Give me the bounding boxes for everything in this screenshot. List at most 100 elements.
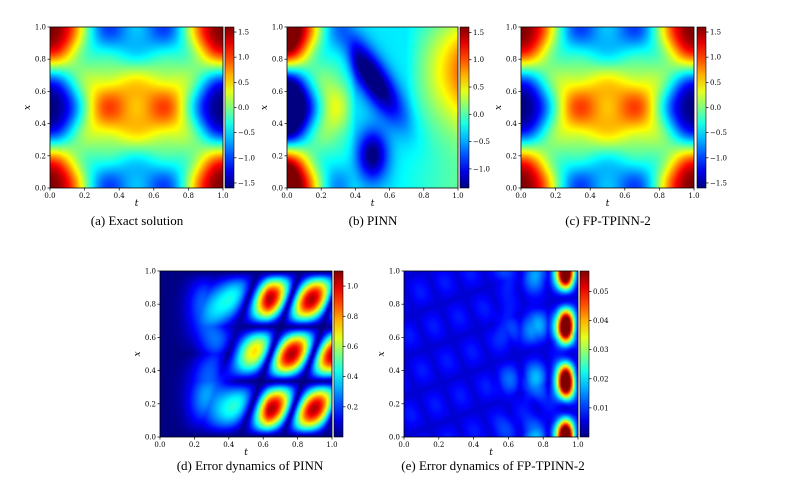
colorbar-tick-label: 0.03 (593, 346, 609, 354)
colorbar-tick-label: 0.5 (473, 84, 484, 92)
panel-4: 0.0 0.2 0.4 0.6 0.8 1.0 0.0 0.2 0.4 0.6 0.8 1.0 t x 1.… (133, 268, 359, 474)
y-axis-label: x (260, 105, 270, 110)
colorbar-tick-label: −1.5 (710, 179, 727, 187)
panel-caption: (d) Error dynamics of PINN (177, 458, 324, 473)
x-tick-label: 0.4 (468, 441, 480, 449)
colorbar-tick-label: 1.5 (473, 29, 484, 37)
heatmap-image (521, 27, 694, 188)
y-tick-label: 0.0 (389, 434, 400, 442)
y-tick-label: 0.2 (506, 152, 517, 160)
colorbar-tick-label: 0.0 (238, 104, 249, 112)
x-tick-label: 0.0 (44, 192, 55, 200)
x-tick-label: 1.0 (326, 441, 337, 449)
x-axis-label: t (371, 199, 375, 209)
y-tick-label: 0.8 (506, 56, 517, 64)
plot-frame (286, 26, 459, 189)
x-tick-label: 0.8 (538, 441, 549, 449)
y-tick-label: 0.4 (35, 120, 47, 128)
colorbar-tick-label: −0.5 (238, 129, 255, 137)
x-tick-label: 0.6 (384, 192, 396, 200)
y-tick-label: 0.8 (35, 56, 46, 64)
y-tick-label: 1.0 (389, 268, 400, 276)
y-axis-label: x (377, 351, 387, 356)
colorbar-tick-label: 1.0 (710, 54, 721, 62)
colorbar-tick-label: −1.0 (710, 154, 727, 162)
heatmap-image (287, 27, 458, 188)
colorbar (459, 26, 470, 189)
colorbar-tick-label: 1.0 (238, 54, 249, 62)
x-tick-label: 0.2 (433, 441, 444, 449)
y-tick-label: 0.2 (272, 152, 283, 160)
y-tick-label: 0.2 (35, 152, 46, 160)
y-tick-label: 1.0 (35, 24, 46, 32)
y-tick-label: 0.8 (145, 301, 156, 309)
y-tick-label: 0.0 (506, 185, 517, 193)
x-tick-label: 0.2 (316, 192, 327, 200)
x-tick-label: 0.0 (398, 441, 409, 449)
colorbar-tick-label: −1.0 (473, 165, 490, 173)
y-tick-label: 0.0 (145, 434, 156, 442)
colorbar-tick-label: 0.04 (593, 317, 609, 325)
colorbar-tick-label: 0.05 (593, 288, 609, 296)
y-axis-label: x (23, 105, 33, 110)
colorbar-tick-label: 0.01 (593, 404, 609, 412)
colorbar-tick-label: 0.2 (347, 403, 358, 411)
x-tick-label: 1.0 (452, 192, 463, 200)
panel-caption: (b) PINN (349, 213, 398, 228)
y-tick-label: 1.0 (506, 24, 517, 32)
colorbar-tick-label: −1.5 (238, 179, 255, 187)
y-tick-label: 0.2 (389, 400, 400, 408)
x-tick-label: 0.0 (515, 192, 526, 200)
colorbar-tick-label: 1.5 (710, 29, 721, 37)
x-tick-label: 0.6 (619, 192, 631, 200)
y-tick-label: 0.6 (506, 88, 518, 96)
plot-frame (520, 26, 695, 189)
panel-caption: (c) FP-TPINN-2 (565, 213, 651, 228)
colorbar (333, 270, 344, 438)
x-tick-label: 0.2 (79, 192, 90, 200)
colorbar (579, 270, 590, 438)
panel-5: 0.0 0.2 0.4 0.6 0.8 1.0 0.0 0.2 0.4 0.6 0.8 1.0 t x 0.… (377, 268, 609, 474)
heatmap-image (50, 27, 223, 188)
y-tick-label: 0.8 (272, 56, 283, 64)
x-tick-label: 0.8 (292, 441, 303, 449)
colorbar-tick-label: 0.6 (347, 343, 359, 351)
plot-frame (49, 26, 224, 189)
y-tick-label: 0.6 (145, 334, 157, 342)
x-tick-label: 0.2 (189, 441, 200, 449)
x-axis-label: t (489, 448, 493, 458)
y-tick-label: 0.4 (389, 367, 401, 375)
plot-frame (159, 270, 333, 438)
x-tick-label: 1.0 (688, 192, 699, 200)
x-tick-label: 1.0 (572, 441, 583, 449)
y-tick-label: 0.6 (389, 334, 401, 342)
y-tick-label: 0.4 (506, 120, 518, 128)
x-axis-label: t (135, 199, 139, 209)
x-tick-label: 1.0 (217, 192, 228, 200)
y-tick-label: 0.4 (272, 120, 284, 128)
heatmap-image (160, 271, 332, 437)
x-tick-label: 0.4 (350, 192, 362, 200)
x-tick-label: 0.2 (550, 192, 561, 200)
colorbar-tick-label: 1.0 (473, 56, 484, 64)
x-axis-label: t (244, 448, 248, 458)
colorbar-tick-label: −1.0 (238, 154, 255, 162)
x-tick-label: 0.8 (183, 192, 194, 200)
colorbar-tick-label: −0.5 (710, 129, 727, 137)
colorbar-tick-label: 0.8 (347, 313, 358, 321)
x-tick-label: 0.4 (223, 441, 235, 449)
panel-caption: (a) Exact solution (91, 213, 184, 228)
y-axis-label: x (494, 105, 504, 110)
y-tick-label: 0.2 (145, 400, 156, 408)
x-tick-label: 0.0 (154, 441, 165, 449)
y-axis-label: x (133, 351, 143, 356)
x-tick-label: 0.6 (503, 441, 515, 449)
x-tick-label: 0.6 (148, 192, 160, 200)
x-tick-label: 0.8 (654, 192, 665, 200)
panel-3: 0.0 0.2 0.4 0.6 0.8 1.0 0.0 0.2 0.4 0.6 0.8 1.0 t x 1.… (494, 24, 727, 229)
panel-2: 0.0 0.2 0.4 0.6 0.8 1.0 0.0 0.2 0.4 0.6 0.8 1.0 t x 1.… (260, 24, 490, 229)
y-tick-label: 0.0 (272, 185, 283, 193)
y-tick-label: 0.8 (389, 301, 400, 309)
colorbar-tick-label: 1.0 (347, 283, 358, 291)
